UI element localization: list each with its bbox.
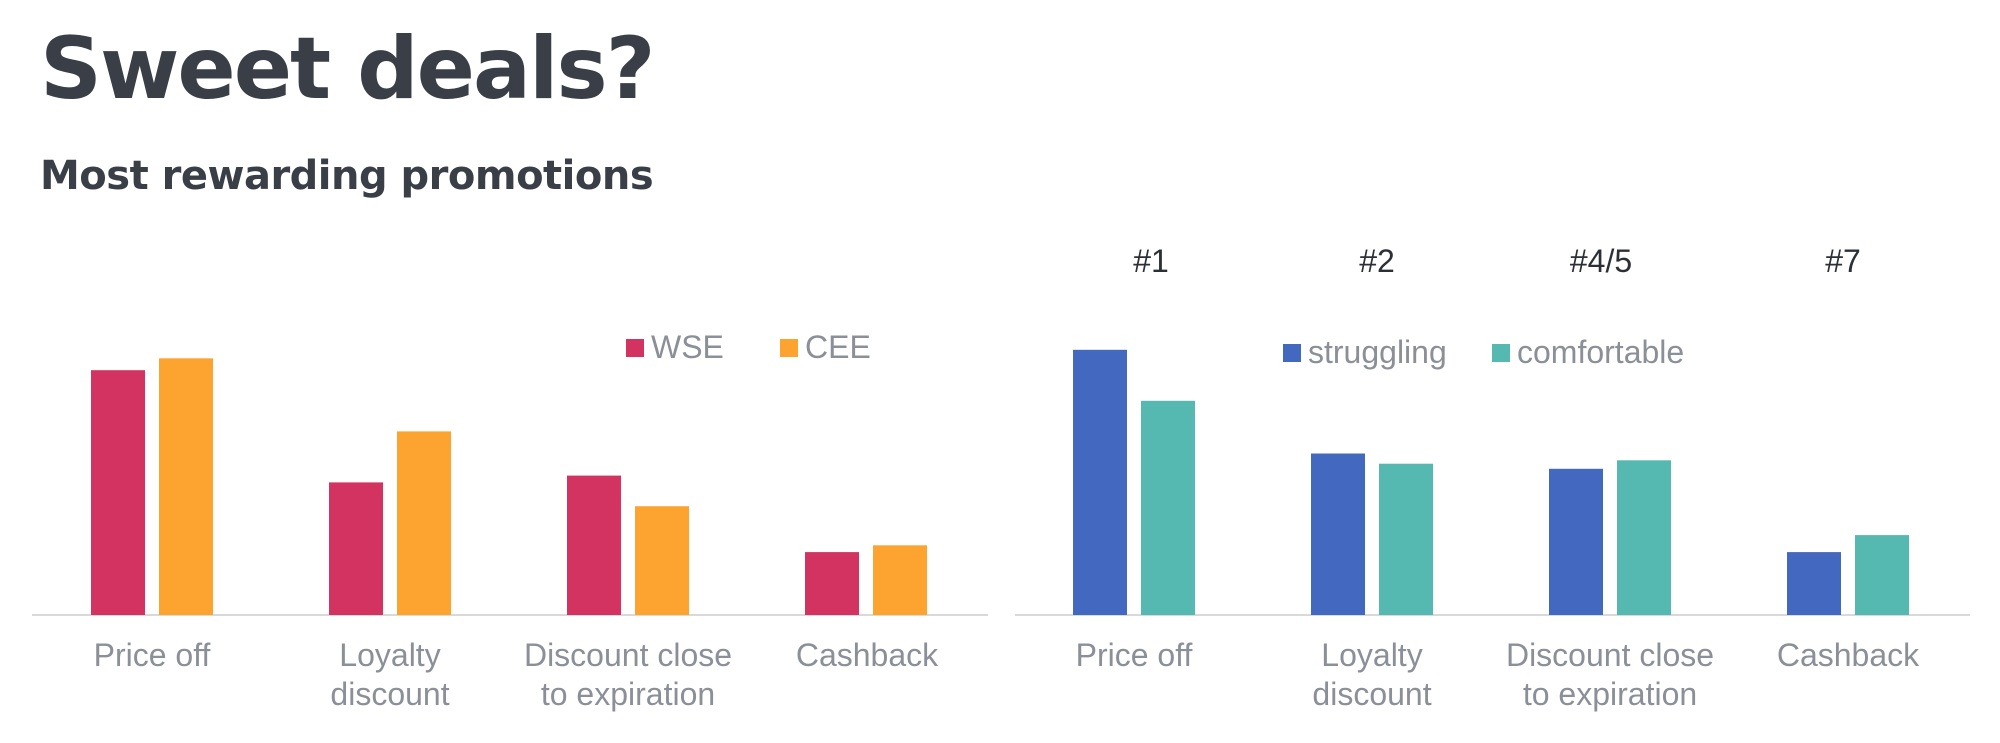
x-tick-label: Discount close to expiration [1506, 637, 1714, 712]
legend-swatch-comfortable [1492, 344, 1510, 362]
bar-struggling-2 [1311, 453, 1365, 615]
x-tick-label: Loyalty discount [330, 637, 449, 712]
page-subtitle: Most rewarding promotions [40, 153, 654, 199]
bar-wse-3 [567, 475, 621, 615]
rank-label: #1 [1133, 243, 1169, 279]
bar-cee-4 [873, 545, 927, 615]
rank-label: #4/5 [1570, 243, 1632, 279]
bar-cee-1 [159, 358, 213, 615]
bar-comfortable-3 [1617, 460, 1671, 615]
bar-struggling-4 [1787, 552, 1841, 615]
bar-cee-2 [397, 431, 451, 615]
legend-swatch-cee [780, 339, 798, 357]
bar-wse-2 [329, 482, 383, 615]
legend-label-comfortable: comfortable [1517, 334, 1684, 370]
x-tick-label: Price off [94, 637, 211, 673]
legend-label-wse: WSE [651, 329, 724, 365]
page-title: Sweet deals? [40, 19, 656, 119]
chart-2: Price off Loyalty discount Discount close to… [1015, 243, 1970, 712]
legend-label-struggling: struggling [1308, 334, 1447, 370]
x-tick-label: Cashback [796, 637, 939, 673]
bar-comfortable-1 [1141, 400, 1195, 615]
bar-wse-1 [91, 370, 145, 615]
x-tick-label: Loyalty discount [1312, 637, 1431, 712]
legend-swatch-struggling [1283, 344, 1301, 362]
legend-swatch-wse [626, 339, 644, 357]
bar-struggling-3 [1549, 468, 1603, 615]
chart-1: Price off Loyalty discount Discount close to… [32, 329, 988, 712]
bar-wse-4 [805, 552, 859, 615]
rank-label: #2 [1359, 243, 1395, 279]
rank-label: #7 [1825, 243, 1861, 279]
bar-comfortable-4 [1855, 535, 1909, 615]
legend-label-cee: CEE [805, 329, 871, 365]
bar-cee-3 [635, 506, 689, 615]
bar-struggling-1 [1073, 349, 1127, 615]
x-tick-label: Discount close to expiration [524, 637, 732, 712]
bar-comfortable-2 [1379, 463, 1433, 615]
x-tick-label: Cashback [1777, 637, 1920, 673]
x-tick-label: Price off [1076, 637, 1193, 673]
